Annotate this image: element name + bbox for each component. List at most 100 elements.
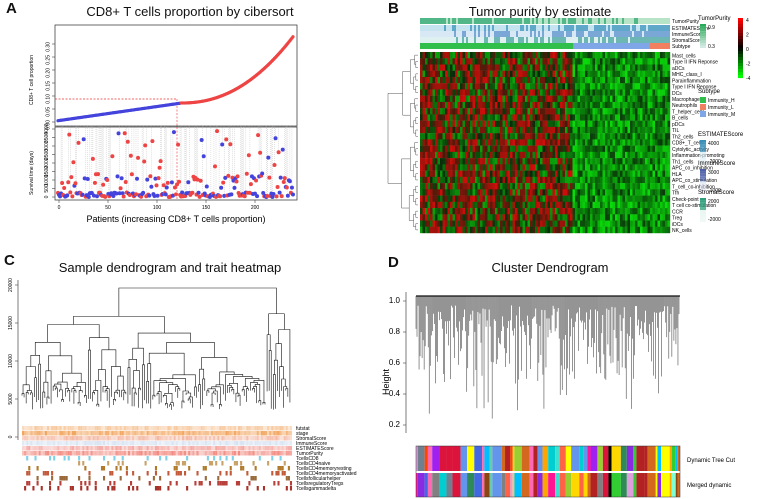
b-heat-cell bbox=[505, 120, 508, 128]
b-track-cell bbox=[608, 31, 610, 37]
c-dendro-branch bbox=[146, 380, 149, 404]
b-heat-cell bbox=[627, 83, 631, 90]
b-heat-cell bbox=[640, 151, 643, 159]
b-heat-cell bbox=[562, 52, 566, 59]
b-heat-cell bbox=[545, 139, 548, 146]
b-heat-cell bbox=[432, 126, 436, 134]
b-heat-cell bbox=[522, 158, 526, 165]
c-trait-cell bbox=[223, 436, 226, 441]
c-trait-cell bbox=[76, 436, 79, 441]
b-heat-cell bbox=[447, 101, 451, 109]
b-heat-cell bbox=[445, 52, 448, 59]
b-heat-cell bbox=[650, 95, 653, 103]
b-row-label: Type I IFN Reponse bbox=[672, 85, 717, 91]
b-heat-cell bbox=[517, 95, 521, 103]
c-trait-cell bbox=[238, 431, 241, 436]
b-heat-cell bbox=[435, 76, 438, 84]
b-track-cell bbox=[652, 18, 654, 24]
b-heat-cell bbox=[512, 89, 516, 96]
c-trait-cell bbox=[125, 441, 128, 446]
c-trait-cell bbox=[121, 441, 124, 446]
c-trait-cell bbox=[69, 431, 72, 436]
b-heat-cell bbox=[510, 70, 513, 78]
b-heat-cell bbox=[637, 70, 641, 78]
c-trait-cell bbox=[55, 446, 58, 451]
b-heat-cell bbox=[485, 220, 488, 227]
b-heat-cell bbox=[580, 108, 583, 115]
a-survival-point bbox=[115, 174, 120, 179]
c-dendro-branch bbox=[45, 370, 52, 404]
b-heat-cell bbox=[657, 170, 661, 178]
b-heat-cell bbox=[555, 189, 558, 196]
c-trait-cell bbox=[167, 441, 170, 446]
b-heat-cell bbox=[445, 114, 448, 121]
b-heat-cell bbox=[640, 89, 643, 96]
c-trait-cell bbox=[198, 426, 201, 431]
b-heat-cell bbox=[565, 114, 568, 121]
b-heat-cell bbox=[457, 195, 461, 202]
b-track-cell bbox=[422, 37, 424, 43]
b-heat-cell bbox=[650, 226, 653, 234]
b-heat-cell bbox=[667, 89, 671, 96]
b-heat-cell bbox=[617, 214, 621, 221]
b-heat-cell bbox=[657, 101, 661, 109]
b-track-cell bbox=[532, 18, 534, 24]
b-heat-cell bbox=[657, 214, 661, 221]
b-heat-cell bbox=[600, 95, 603, 103]
b-track-cell bbox=[544, 25, 546, 31]
b-heat-cell bbox=[555, 145, 558, 153]
b-heat-cell bbox=[465, 214, 468, 221]
b-heat-cell bbox=[630, 89, 633, 96]
b-heat-cell bbox=[637, 195, 641, 202]
b-heat-cell bbox=[462, 114, 466, 121]
b-heat-cell bbox=[525, 83, 528, 90]
b-heat-cell bbox=[515, 220, 518, 227]
b-heat-cell bbox=[497, 151, 501, 159]
c-dendro-branch bbox=[188, 396, 193, 408]
b-heat-cell bbox=[635, 139, 638, 146]
b-track-cell bbox=[538, 18, 540, 24]
b-heat-cell bbox=[605, 58, 608, 65]
b-heat-cell bbox=[620, 83, 623, 90]
b-heat-cell bbox=[582, 214, 586, 221]
c-dendro-branch bbox=[98, 369, 106, 387]
b-heat-cell bbox=[462, 139, 466, 146]
b-heat-cell bbox=[470, 164, 473, 171]
c-trait-cell bbox=[244, 431, 247, 436]
b-heat-cell bbox=[485, 170, 488, 178]
b-heat-cell bbox=[442, 145, 446, 153]
b-heat-cell bbox=[562, 83, 566, 90]
b-heat-cell bbox=[530, 89, 533, 96]
b-heat-cell bbox=[532, 201, 536, 209]
b-heat-cell bbox=[472, 158, 476, 165]
a-top-tick-label: 0.05 bbox=[46, 107, 52, 117]
b-track-cell bbox=[470, 37, 472, 43]
c-dendro-branch bbox=[278, 329, 291, 403]
c-trait-cell bbox=[154, 426, 158, 431]
b-heat-cell bbox=[590, 95, 593, 103]
b-heat-cell bbox=[522, 195, 526, 202]
b-heat-cell bbox=[560, 189, 563, 196]
b-heat-cell bbox=[665, 176, 668, 184]
a-survival-point bbox=[142, 159, 147, 164]
b-heat-cell bbox=[530, 201, 533, 209]
b-heat-cell bbox=[510, 164, 513, 171]
b-heat-cell bbox=[520, 183, 523, 190]
c-dendro-branch bbox=[227, 385, 232, 394]
b-heat-cell bbox=[630, 101, 633, 109]
c-trait-cell bbox=[78, 451, 81, 456]
c-trait-cell bbox=[238, 441, 241, 446]
c-trait-cell bbox=[73, 446, 77, 451]
b-track-cell bbox=[440, 18, 442, 24]
c-trait-cell bbox=[92, 441, 95, 446]
c-dendro-branch bbox=[21, 393, 25, 398]
b-heat-cell bbox=[547, 139, 551, 146]
b-heat-cell bbox=[635, 120, 638, 128]
b-heat-cell bbox=[425, 126, 428, 134]
c-dendro-branch bbox=[127, 367, 131, 404]
b-heat-cell bbox=[425, 195, 428, 202]
b-heat-cell bbox=[450, 126, 453, 134]
b-heat-cell bbox=[590, 183, 593, 190]
b-heat-cell bbox=[582, 89, 586, 96]
b-heat-cell bbox=[597, 145, 601, 153]
